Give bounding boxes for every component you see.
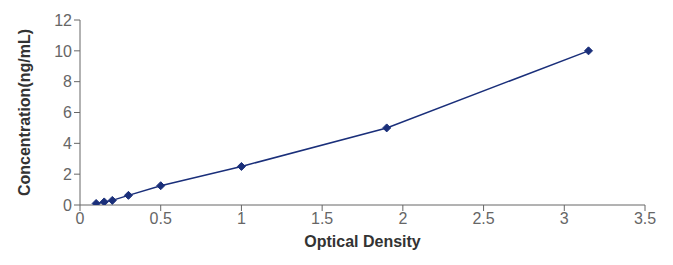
svg-text:3: 3 [560, 210, 569, 227]
svg-text:6: 6 [63, 104, 72, 121]
svg-text:2: 2 [398, 210, 407, 227]
svg-text:4: 4 [63, 135, 72, 152]
svg-text:8: 8 [63, 73, 72, 90]
svg-text:1: 1 [237, 210, 246, 227]
svg-text:10: 10 [54, 43, 72, 60]
svg-text:2.5: 2.5 [472, 210, 494, 227]
svg-text:0: 0 [76, 210, 85, 227]
svg-text:0.5: 0.5 [150, 210, 172, 227]
svg-text:1.5: 1.5 [311, 210, 333, 227]
svg-text:Optical Density: Optical Density [304, 233, 421, 250]
svg-text:12: 12 [54, 12, 72, 29]
svg-text:0: 0 [63, 197, 72, 214]
svg-text:2: 2 [63, 166, 72, 183]
svg-text:3.5: 3.5 [634, 210, 656, 227]
svg-text:Concentration(ng/mL): Concentration(ng/mL) [16, 29, 33, 196]
